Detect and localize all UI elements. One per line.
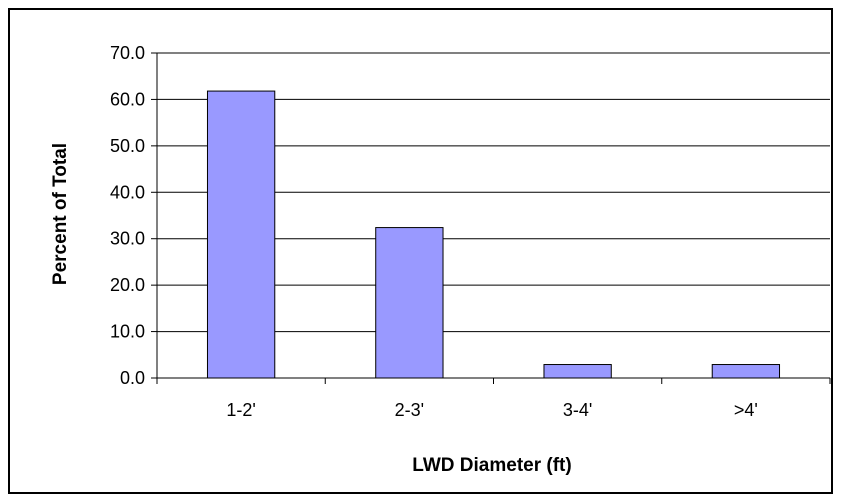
x-tick-label: 3-4' <box>563 400 592 420</box>
axes <box>151 52 831 384</box>
y-tick-label: 60.0 <box>110 89 145 109</box>
bars <box>206 90 781 379</box>
x-tick-label: 1-2' <box>226 400 255 420</box>
bar-0 <box>206 90 276 379</box>
y-tick-label: 0.0 <box>120 368 145 388</box>
bar-3 <box>711 364 781 379</box>
y-tick-label: 50.0 <box>110 136 145 156</box>
bar-2 <box>543 364 612 379</box>
y-tick-label: 70.0 <box>110 43 145 63</box>
x-tick-label: >4' <box>734 400 758 420</box>
y-tick-label: 30.0 <box>110 229 145 249</box>
x-axis-title: LWD Diameter (ft) <box>412 455 571 476</box>
y-tick-label: 40.0 <box>110 182 145 202</box>
y-tick-label: 10.0 <box>110 322 145 342</box>
x-tick-labels: 1-2' 2-3' 3-4' >4' <box>226 400 757 420</box>
y-tick-labels: 0.0 10.0 20.0 30.0 40.0 50.0 60.0 70.0 <box>110 43 145 388</box>
y-tick-label: 20.0 <box>110 275 145 295</box>
bar-1 <box>375 227 444 379</box>
x-tick-label: 2-3' <box>395 400 424 420</box>
y-axis-title: Percent of Total <box>50 143 71 285</box>
